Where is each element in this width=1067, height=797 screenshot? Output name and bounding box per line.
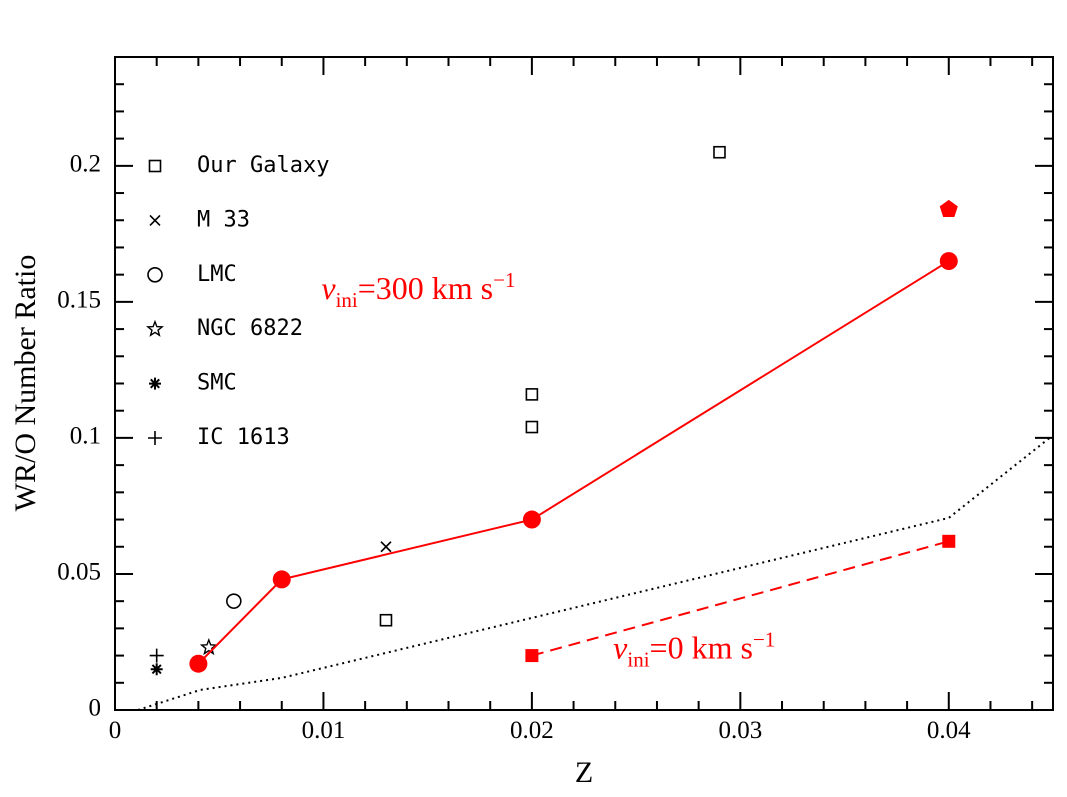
legend-marker: [148, 159, 162, 173]
x-tick-label: 0.04: [927, 717, 971, 744]
legend-label: NGC 6822: [197, 316, 303, 341]
series-line: [197, 260, 950, 665]
annotation-superscript: −1: [753, 627, 775, 651]
x-tick-label: 0.01: [302, 717, 346, 744]
y-tick-label: 0: [89, 695, 102, 722]
series-line: [137, 434, 1054, 711]
data-point: [226, 593, 242, 609]
data-point: [150, 663, 163, 676]
y-tick-label: 0.2: [70, 151, 101, 178]
legend-marker: [149, 214, 161, 226]
annotation-symbol: v: [321, 270, 336, 306]
data-point: [380, 541, 392, 553]
legend-marker: [148, 431, 162, 445]
y-tick-label: 0.15: [57, 287, 101, 314]
legend-marker: [147, 266, 163, 283]
legend-label: SMC: [197, 371, 237, 396]
legend-marker: [146, 319, 164, 337]
x-tick-label: 0.03: [718, 717, 762, 744]
data-point: [525, 420, 539, 434]
x-tick-label: 0: [109, 717, 122, 744]
series-line: [531, 540, 950, 657]
data-point: [713, 145, 726, 159]
data-point: [525, 388, 539, 401]
annotation: vini=300 km s−1: [321, 268, 515, 312]
data-point: [525, 649, 539, 663]
data-point: [199, 637, 218, 656]
legend-label: LMC: [197, 262, 237, 287]
annotation-symbol: v: [613, 629, 628, 665]
annotation-superscript: −1: [493, 268, 515, 292]
data-point: [379, 613, 393, 627]
legend-label: IC 1613: [197, 425, 290, 450]
annotation-subscript: ini: [627, 647, 649, 671]
annotation: vini=0 km s−1: [613, 627, 775, 671]
annotation-text: =0 km s: [650, 629, 753, 665]
data-point: [522, 510, 541, 529]
y-axis-title: WR/O Number Ratio: [9, 255, 42, 512]
legend-label: M 33: [197, 207, 250, 232]
data-point: [939, 199, 958, 218]
data-point: [939, 252, 958, 271]
y-tick-label: 0.1: [70, 423, 101, 450]
y-tick-label: 0.05: [57, 559, 101, 586]
data-point: [272, 570, 291, 589]
x-axis-title: Z: [575, 756, 593, 789]
legend-marker: [149, 377, 161, 390]
data-point: [149, 648, 164, 663]
annotation-subscript: ini: [336, 288, 358, 312]
x-tick-label: 0.02: [510, 717, 554, 744]
legend-label: Our Galaxy: [197, 153, 329, 178]
data-point: [942, 534, 956, 548]
annotation-text: =300 km s: [358, 270, 493, 306]
data-point: [189, 654, 208, 673]
